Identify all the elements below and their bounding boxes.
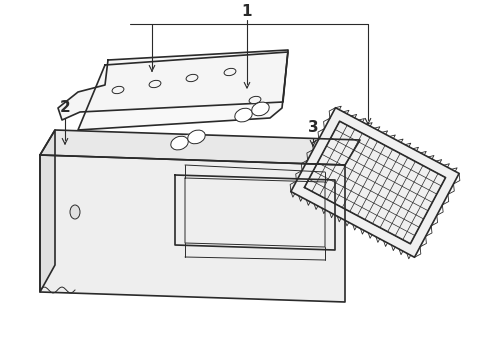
Text: 2: 2 [60,100,71,116]
Polygon shape [78,52,288,130]
Ellipse shape [252,102,269,116]
Ellipse shape [149,80,161,87]
Ellipse shape [179,134,196,145]
Polygon shape [40,155,345,302]
Polygon shape [40,130,360,165]
Polygon shape [58,50,288,120]
Ellipse shape [186,75,198,82]
Ellipse shape [171,136,188,150]
Polygon shape [291,108,459,257]
Ellipse shape [188,130,205,144]
Ellipse shape [244,107,261,118]
Ellipse shape [235,108,252,122]
Ellipse shape [224,68,236,76]
Ellipse shape [249,96,261,104]
Text: 1: 1 [242,4,252,19]
Text: 3: 3 [308,121,319,135]
Ellipse shape [112,86,124,94]
Ellipse shape [70,205,80,219]
Polygon shape [40,130,55,292]
